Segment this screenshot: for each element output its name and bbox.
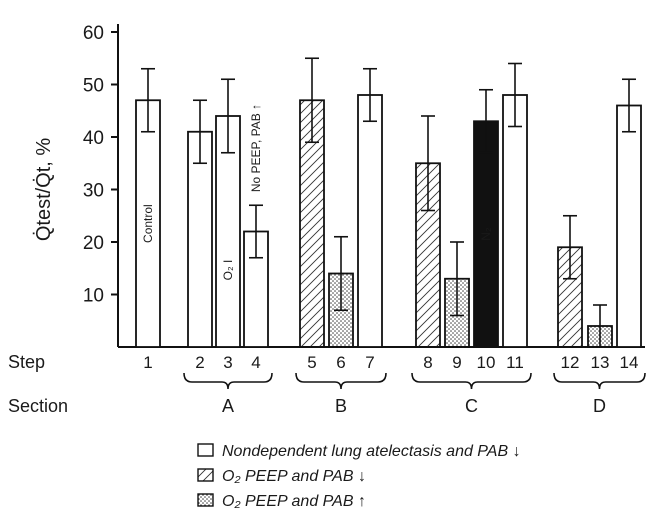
step-label: 3	[223, 353, 232, 372]
bar-step-11	[502, 94, 528, 348]
step-label: 12	[561, 353, 580, 372]
bar-step-7	[357, 94, 383, 348]
bar-label: No PEEP, PAB ↑	[249, 104, 263, 192]
step-label: 14	[620, 353, 639, 372]
section-label: D	[593, 396, 606, 416]
y-tick-label: 30	[83, 181, 104, 202]
y-tick-label: 60	[83, 23, 104, 44]
step-label: 2	[195, 353, 204, 372]
step-label: 5	[307, 353, 316, 372]
section-brace	[183, 372, 273, 390]
bar-label: Control	[141, 204, 155, 243]
step-label: 7	[365, 353, 374, 372]
step-label: 10	[477, 353, 496, 372]
section-brace	[295, 372, 387, 390]
y-tick-label: 10	[83, 286, 104, 307]
legend-swatch	[197, 443, 214, 457]
step-label: 4	[251, 353, 260, 372]
step-label: 11	[506, 353, 524, 372]
step-label: 6	[336, 353, 345, 372]
section-brace	[553, 372, 646, 390]
step-axis-label: Step	[8, 352, 45, 372]
section-label: B	[335, 396, 347, 416]
y-axis-label: Q̇test/Q̇t, %	[33, 138, 55, 242]
section-label: C	[465, 396, 478, 416]
axis-labels: Q̇test/Q̇t, %1 2 3 4 5 6 7 8 9 10 11 12 13 14StepSect…	[8, 138, 646, 416]
step-label: 9	[452, 353, 461, 372]
y-tick-label: 50	[83, 76, 104, 97]
y-tick-label: 40	[83, 128, 104, 149]
bar-label: O₂ I	[221, 260, 235, 281]
legend-label: O₂ PEEP and PAB ↓	[222, 468, 366, 485]
legend-label: Nondependent lung atelectasis and PAB ↓	[222, 443, 521, 460]
legend: Nondependent lung atelectasis and PAB ↓ O…	[197, 443, 521, 510]
step-label: 1	[143, 353, 152, 372]
legend-label: O₂ PEEP and PAB ↑	[222, 493, 366, 510]
step-label: 8	[423, 353, 432, 372]
bar-step-2	[187, 130, 213, 348]
legend-swatch	[197, 493, 214, 507]
legend-swatch	[197, 468, 214, 482]
bar-step-14	[616, 104, 642, 348]
bar-label: N₂	[479, 227, 493, 241]
step-label: 13	[591, 353, 610, 372]
section-brace	[411, 372, 532, 390]
bars: Control O₂ I No PEEP, PAB ↑ N₂	[135, 57, 642, 348]
y-tick-label: 20	[83, 233, 104, 254]
section-label: A	[222, 396, 234, 416]
section-axis-label: Section	[8, 396, 68, 416]
